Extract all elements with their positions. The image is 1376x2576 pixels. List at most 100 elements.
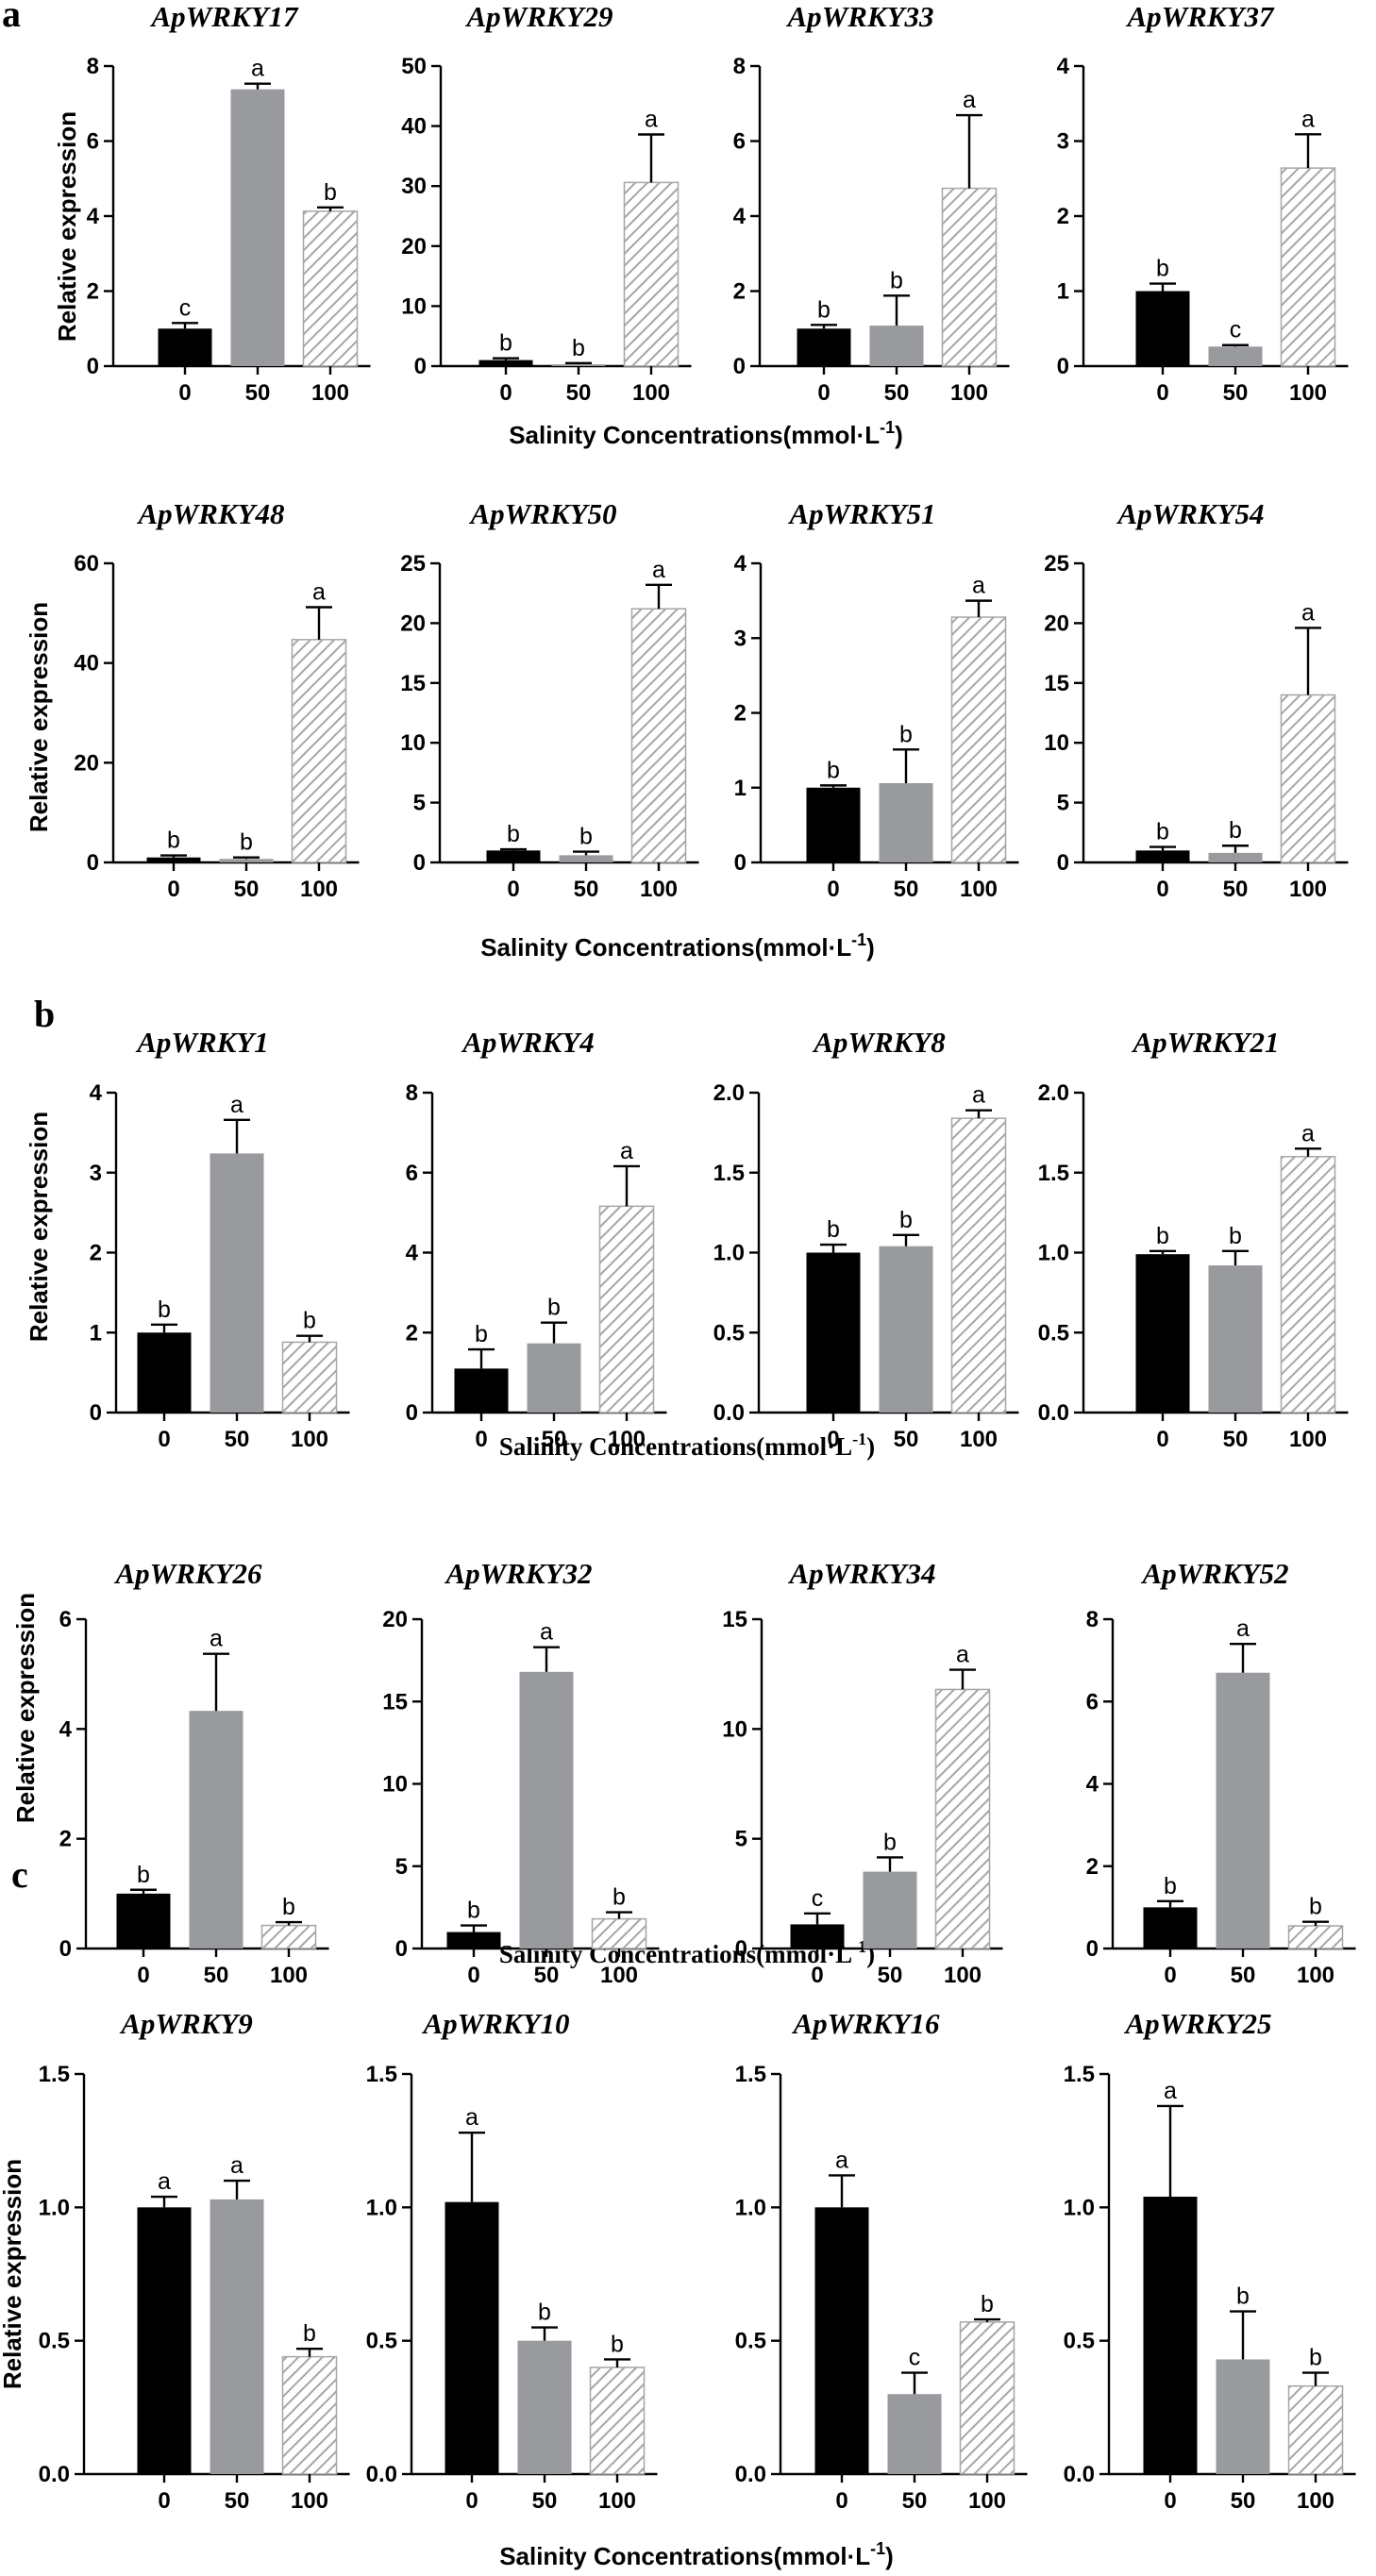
- y-tick-label: 10: [382, 1772, 408, 1798]
- bar-50: [189, 1711, 243, 1949]
- y-tick-label: 25: [400, 551, 426, 577]
- x-tick-label: 0: [507, 877, 519, 902]
- x-tick-label: 100: [300, 877, 338, 902]
- y-tick-label: 3: [1057, 129, 1069, 155]
- y-tick-label: 0.0: [1064, 2462, 1095, 2487]
- x-tick-label: 0: [467, 1963, 479, 1988]
- x-tick-label: 50: [878, 1963, 903, 1988]
- significance-label: b: [167, 828, 180, 854]
- bar-50: [230, 89, 285, 367]
- y-tick-label: 15: [1044, 671, 1069, 696]
- chart-ApWRKY50: ApWRKY50 0 5 10 15 20 25 b 0 b 50 a 100: [400, 497, 699, 902]
- y-tick-label: 30: [401, 174, 427, 199]
- y-tick-label: 10: [400, 730, 426, 756]
- xlabel-row5: Salinity Concentrations(mmol·L-1): [499, 2539, 894, 2570]
- x-tick-label: 100: [311, 380, 349, 406]
- bar-50: [219, 859, 274, 862]
- x-tick-label: 100: [944, 1963, 982, 1988]
- y-tick-label: 0.0: [39, 2462, 70, 2487]
- y-tick-label: 6: [59, 1607, 72, 1632]
- x-tick-label: 100: [632, 380, 670, 406]
- bar-0: [806, 1252, 861, 1413]
- significance-label: b: [1309, 1894, 1322, 1920]
- chart-title: ApWRKY21: [1131, 1026, 1279, 1059]
- x-tick-label: 0: [1156, 1427, 1168, 1452]
- ylabel-row4: Relative expression: [11, 1593, 40, 1823]
- chart-ApWRKY37: ApWRKY37 0 1 2 3 4 b 0 c 50 a 100: [1057, 0, 1349, 406]
- chart-ApWRKY54: ApWRKY54 0 5 10 15 20 25 b 0 b 50 a 100: [1044, 497, 1349, 902]
- ylabel-row5: Relative expression: [0, 2159, 26, 2389]
- significance-label: a: [210, 1626, 223, 1652]
- y-tick-label: 0.5: [366, 2329, 397, 2354]
- bar-100: [1280, 167, 1336, 367]
- significance-label: c: [1230, 317, 1242, 343]
- y-tick-label: 4: [734, 551, 747, 577]
- chart-ApWRKY25: ApWRKY25 0.0 0.5 1.0 1.5 a 0 b 50 b 100: [1064, 2007, 1356, 2514]
- bar-100: [591, 1917, 647, 1949]
- bar-100: [950, 616, 1007, 863]
- x-tick-label: 0: [178, 380, 191, 406]
- chart-title: ApWRKY32: [444, 1557, 592, 1590]
- significance-label: a: [1236, 1615, 1250, 1642]
- x-tick-label: 100: [1289, 877, 1327, 902]
- y-tick-label: 2: [1086, 1854, 1099, 1880]
- x-tick-label: 50: [894, 1427, 919, 1452]
- y-tick-label: 1: [1057, 279, 1069, 305]
- bar-50: [1216, 2359, 1270, 2474]
- chart-ApWRKY51: ApWRKY51 0 1 2 3 4 b 0 b 50 a 100: [734, 497, 1019, 902]
- y-tick-label: 25: [1044, 551, 1069, 577]
- y-tick-label: 10: [722, 1716, 747, 1742]
- y-tick-label: 8: [733, 54, 746, 79]
- bar-100: [934, 1688, 991, 1949]
- y-tick-label: 20: [400, 611, 426, 636]
- y-tick-label: 2: [1057, 204, 1069, 229]
- y-tick-label: 5: [395, 1854, 408, 1880]
- y-tick-label: 0: [735, 1936, 747, 1962]
- bar-0: [478, 360, 533, 366]
- x-tick-label: 100: [960, 1427, 998, 1452]
- significance-label: a: [158, 2168, 171, 2195]
- y-tick-label: 0.0: [1038, 1400, 1069, 1426]
- bar-50: [863, 1871, 917, 1949]
- x-tick-label: 0: [811, 1963, 823, 1988]
- bar-100: [950, 1117, 1007, 1413]
- y-tick-label: 60: [74, 551, 99, 577]
- x-tick-label: 0: [1164, 2488, 1176, 2514]
- y-tick-label: 0: [59, 1936, 72, 1962]
- significance-label: a: [956, 1642, 969, 1668]
- chart-ApWRKY10: ApWRKY10 0.0 0.5 1.0 1.5 a 0 b 50 b 100: [366, 2007, 658, 2514]
- x-tick-label: 0: [158, 1427, 170, 1452]
- significance-label: b: [827, 757, 840, 783]
- y-tick-label: 1.0: [1038, 1241, 1069, 1266]
- y-tick-label: 15: [722, 1607, 747, 1632]
- significance-label: b: [324, 179, 337, 206]
- xlabel-row1: Salinity Concentrations(mmol·L-1): [509, 418, 903, 449]
- chart-title: ApWRKY9: [119, 2007, 253, 2040]
- significance-label: b: [899, 721, 913, 747]
- y-tick-label: 0.5: [1064, 2329, 1095, 2354]
- x-tick-label: 100: [1297, 2488, 1334, 2514]
- significance-label: a: [1301, 599, 1315, 626]
- significance-label: b: [1156, 256, 1169, 282]
- bar-50: [1208, 852, 1263, 862]
- x-tick-label: 50: [566, 380, 592, 406]
- significance-label: b: [1309, 2345, 1322, 2371]
- y-tick-label: 8: [1086, 1607, 1099, 1632]
- chart-ApWRKY9: ApWRKY9 0.0 0.5 1.0 1.5 a 0 a 50 b 100: [39, 2007, 350, 2514]
- x-tick-label: 50: [245, 380, 271, 406]
- significance-label: b: [981, 2291, 994, 2317]
- y-tick-label: 6: [87, 129, 99, 155]
- y-tick-label: 20: [382, 1607, 408, 1632]
- significance-label: b: [817, 296, 831, 323]
- x-tick-label: 50: [234, 877, 260, 902]
- chart-title: ApWRKY33: [785, 0, 933, 33]
- y-tick-label: 15: [382, 1689, 408, 1715]
- significance-label: b: [1236, 2283, 1250, 2310]
- chart-title: ApWRKY52: [1140, 1557, 1288, 1590]
- bar-100: [598, 1205, 655, 1413]
- bar-100: [630, 608, 687, 863]
- x-tick-label: 50: [225, 1427, 250, 1452]
- significance-label: b: [572, 335, 585, 361]
- x-tick-label: 0: [475, 1427, 487, 1452]
- bar-0: [1143, 2197, 1198, 2474]
